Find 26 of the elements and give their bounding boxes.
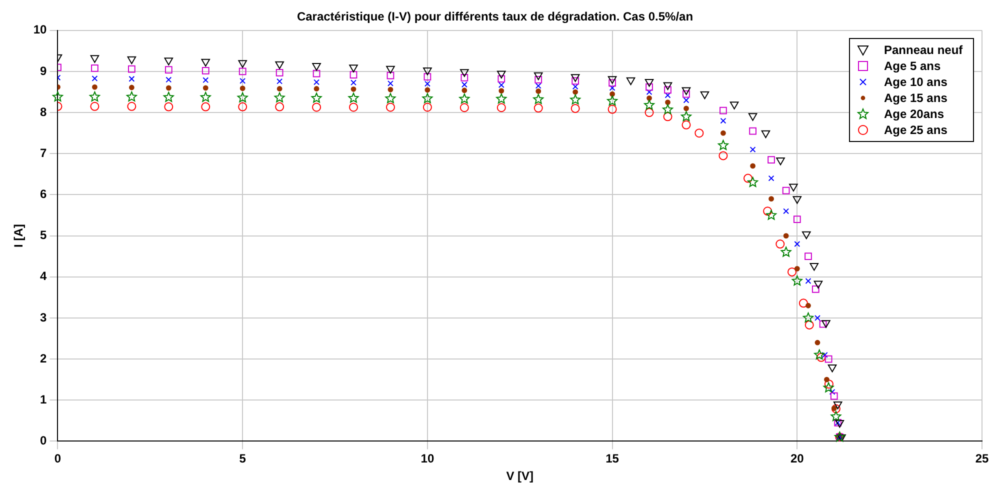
y-tick-label: 8 xyxy=(40,104,48,119)
chart-title: Caractéristique (I-V) pour différents taux de dégradation. Cas 0.5%/an xyxy=(296,10,694,24)
y-tick-label: 2 xyxy=(40,351,48,366)
y-tick-label: 1 xyxy=(40,392,48,406)
y-tick-label: 6 xyxy=(40,187,48,202)
y-axis-title: I [A] xyxy=(12,224,26,248)
x-tick-label: 25 xyxy=(975,452,989,466)
x-tick-label: 5 xyxy=(239,452,246,466)
y-tick-label: 10 xyxy=(33,22,48,37)
x-axis-title: V [V] xyxy=(506,469,534,484)
x-tick-label: 0 xyxy=(54,452,62,466)
legend-label: Age 25 ans xyxy=(884,123,948,138)
y-tick-label: 3 xyxy=(40,310,48,324)
y-tick-label: 9 xyxy=(40,64,48,78)
legend-label: Age 10 ans xyxy=(884,75,948,90)
legend-label: Age 15 ans xyxy=(884,91,948,106)
legend-label: Panneau neuf xyxy=(884,43,963,58)
legend-label: Age 5 ans xyxy=(884,59,941,74)
x-tick-label: 10 xyxy=(420,452,434,466)
y-tick-label: 0 xyxy=(40,434,48,448)
y-tick-label: 4 xyxy=(40,269,48,284)
y-tick-label: 5 xyxy=(40,228,48,242)
x-tick-label: 15 xyxy=(606,452,620,466)
y-tick-label: 7 xyxy=(40,146,48,160)
x-tick-label: 20 xyxy=(790,452,804,466)
legend-label: Age 20ans xyxy=(884,107,944,122)
